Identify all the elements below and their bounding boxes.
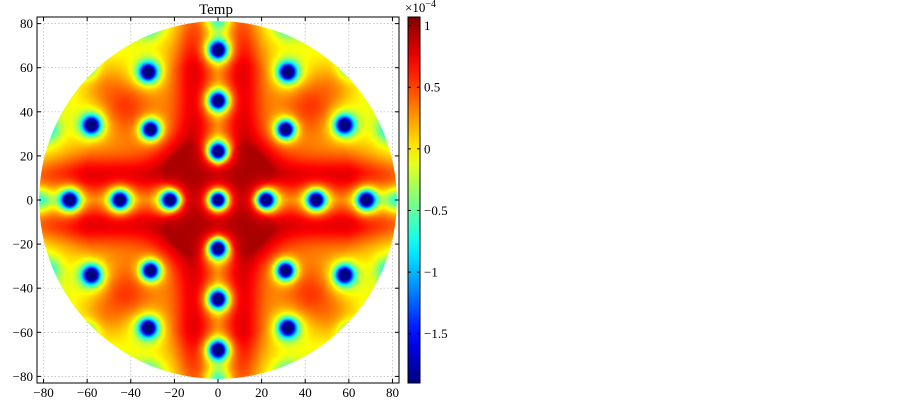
colorbar-tick-label: −1	[424, 265, 438, 280]
y-tick-label: 60	[20, 60, 33, 75]
colorbar-tick-label: 1	[424, 18, 431, 33]
temperature-field-image	[39, 21, 397, 379]
x-tick-label: −20	[164, 385, 184, 400]
y-tick-label: 0	[27, 193, 34, 208]
y-tick-label: 40	[20, 104, 33, 119]
colorbar-tick-label: 0.5	[424, 80, 440, 95]
x-tick-label: 20	[255, 385, 268, 400]
y-tick-label: −60	[13, 325, 33, 340]
x-tick-label: 0	[215, 385, 222, 400]
y-tick-label: −80	[13, 369, 33, 384]
x-tick-label: 60	[342, 385, 355, 400]
colorbar-tick-label: −0.5	[424, 203, 448, 218]
colorbar	[407, 16, 421, 384]
colorbar-exponent-base: ×10	[405, 0, 425, 15]
y-tick-label: −20	[13, 237, 33, 252]
colorbar-ticks: 1 0.5 0 −0.5 −1 −1.5	[408, 18, 448, 341]
x-tick-label: −80	[33, 385, 53, 400]
x-tick-label: −40	[121, 385, 141, 400]
colorbar-exponent-power: −4	[425, 0, 436, 10]
colorbar-exponent-label: ×10−4	[405, 0, 436, 15]
colorbar-tick-label: −1.5	[424, 326, 448, 341]
x-tick-label: 40	[299, 385, 312, 400]
axis-ticks: −80 −60 −40 −20 0 20 40 60 80 80 60 40 20 0 −20 −40 −60 −…	[13, 16, 399, 400]
y-tick-label: 80	[20, 16, 33, 31]
x-tick-label: 80	[386, 385, 399, 400]
x-tick-label: −60	[77, 385, 97, 400]
chart-title: Temp	[199, 2, 233, 18]
y-tick-label: 20	[20, 148, 33, 163]
colorbar-tick-label: 0	[424, 141, 431, 156]
y-tick-label: −40	[13, 281, 33, 296]
